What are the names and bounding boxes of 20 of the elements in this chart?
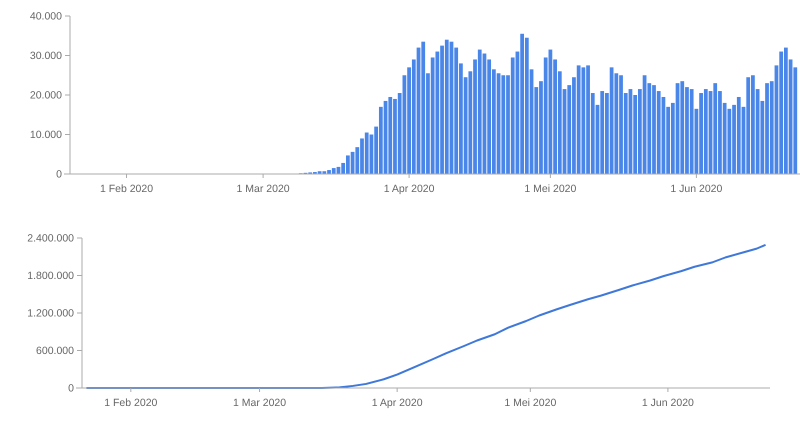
y-tick-label: 0 <box>56 168 62 181</box>
x-tick-label: 1 Mar 2020 <box>236 183 290 195</box>
x-tick-label: 1 Jun 2020 <box>642 397 694 409</box>
y-tick-label: 2.400.000 <box>27 232 74 245</box>
y-tick-label: 10.000 <box>30 129 62 142</box>
x-tick-label: 1 Mei 2020 <box>504 397 556 409</box>
y-tick-label: 0 <box>68 382 74 395</box>
x-tick-label: 1 Apr 2020 <box>372 397 423 409</box>
y-tick-label: 1.800.000 <box>27 270 74 282</box>
x-tick-label: 1 Jun 2020 <box>670 183 723 195</box>
x-tick-label: 1 Feb 2020 <box>104 397 158 409</box>
y-tick-label: 1.200.000 <box>27 308 74 320</box>
y-tick-label: 30.000 <box>30 50 62 62</box>
y-tick-label: 40.000 <box>30 10 62 23</box>
y-tick-label: 600.000 <box>36 345 74 358</box>
x-tick-label: 1 Feb 2020 <box>100 183 154 195</box>
y-tick-label: 20.000 <box>30 90 62 102</box>
x-tick-label: 1 Mei 2020 <box>524 183 577 195</box>
x-tick-label: 1 Apr 2020 <box>384 183 435 195</box>
x-tick-label: 1 Mar 2020 <box>232 397 286 409</box>
